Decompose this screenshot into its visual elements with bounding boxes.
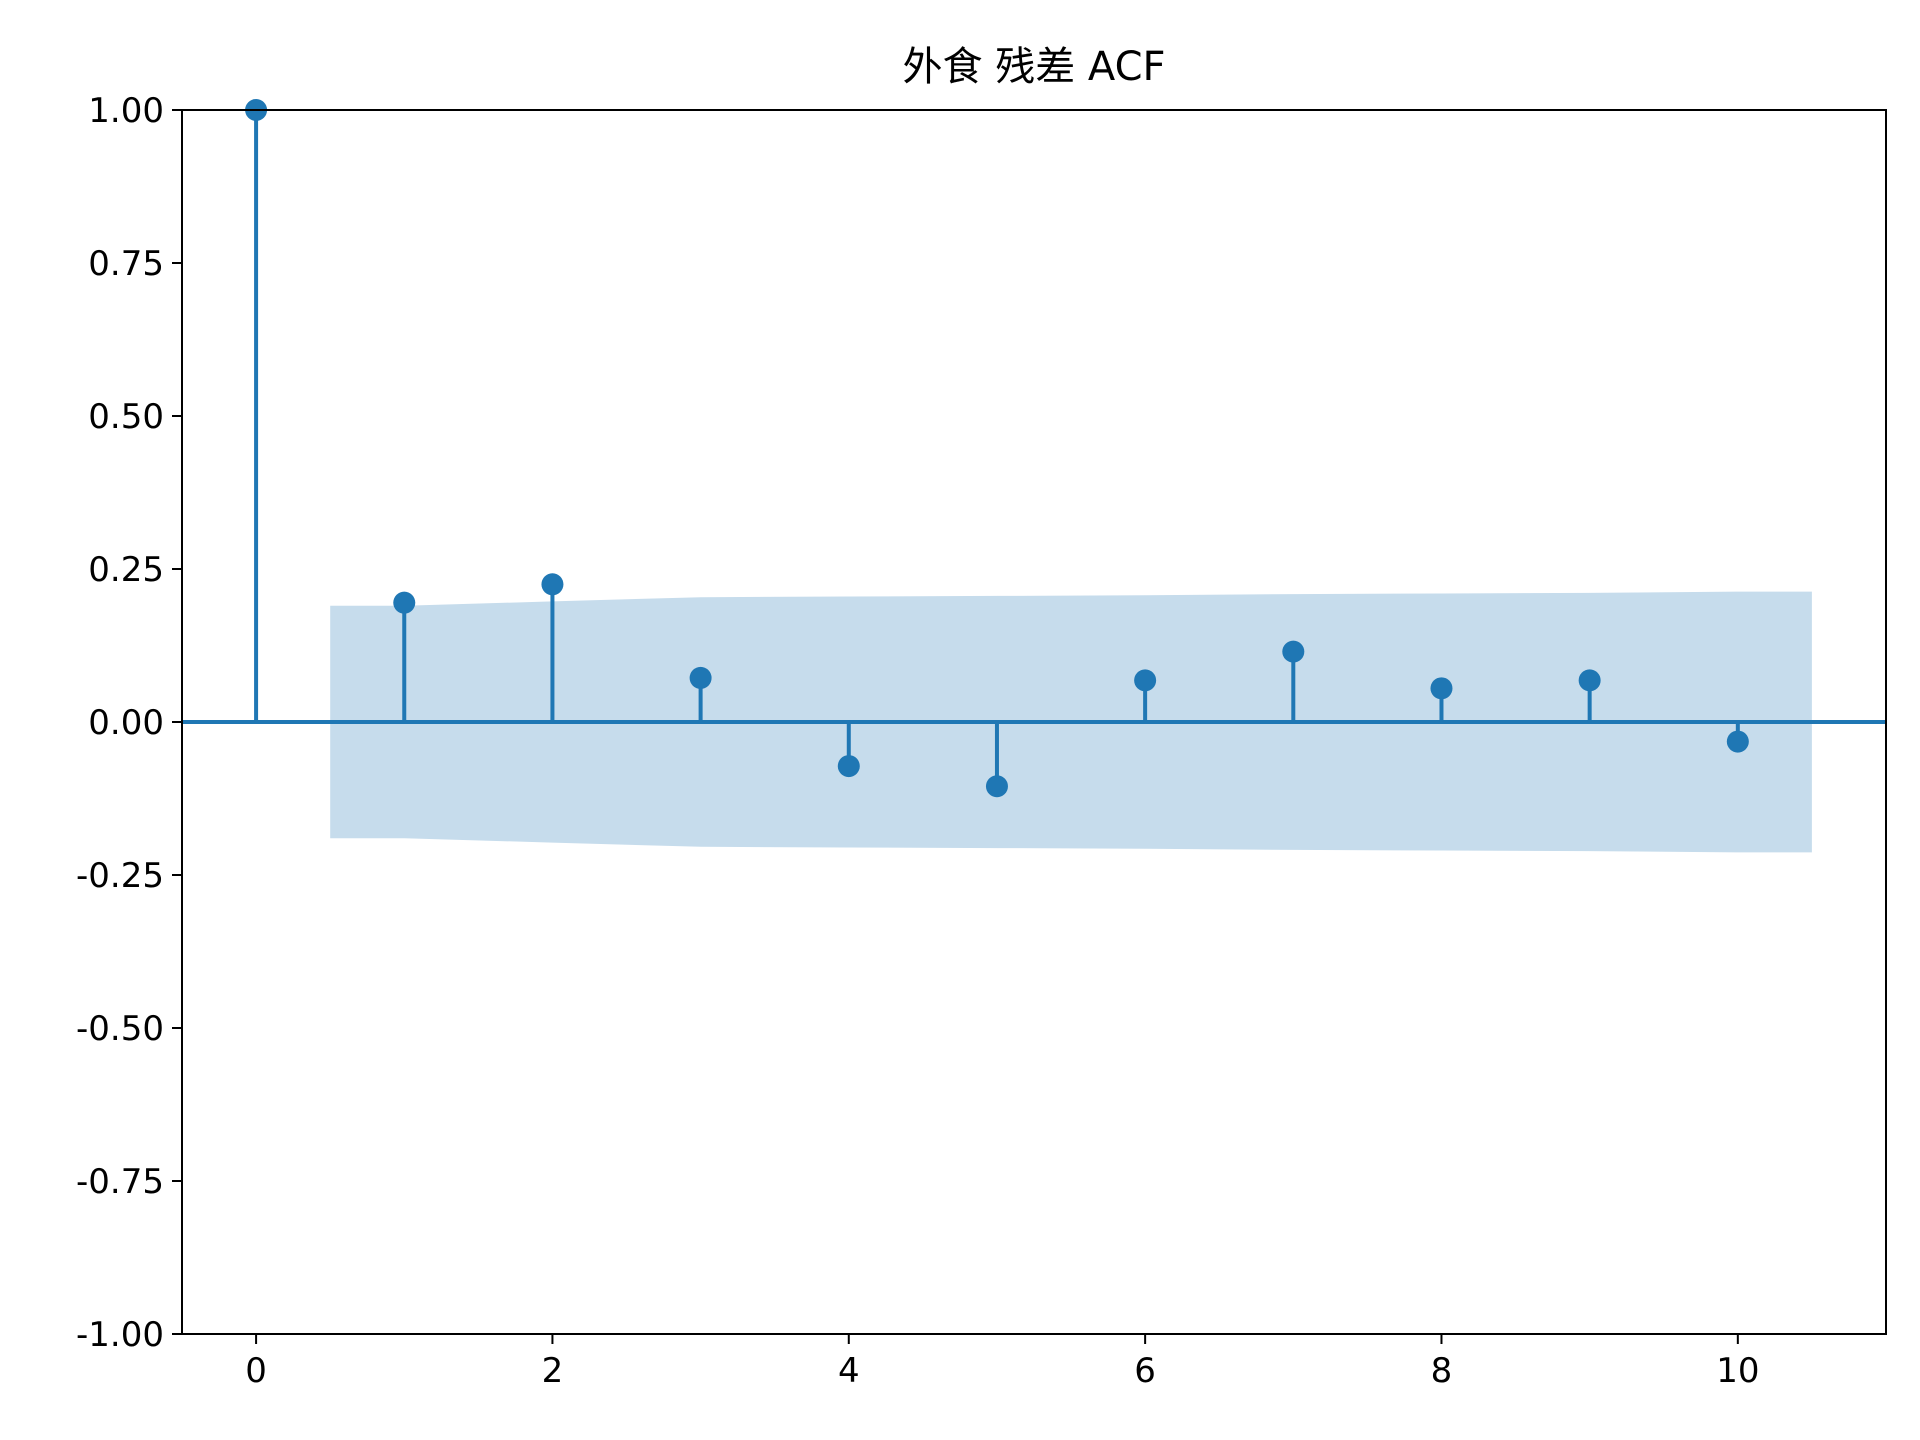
y-tick-label: -0.50 [76,1009,164,1049]
x-tick-label: 6 [1134,1351,1156,1391]
y-tick-label: 0.00 [88,703,164,743]
stem-marker-lag-7 [1282,640,1305,663]
stem-marker-lag-3 [689,666,712,689]
stem-marker-lag-9 [1578,669,1601,692]
stem-marker-lag-5 [985,775,1008,798]
x-tick-label: 0 [245,1351,267,1391]
chart-title: 外食 残差 ACF [902,44,1165,90]
y-tick-label: 0.50 [88,397,164,437]
y-tick-label: -0.25 [76,856,164,896]
x-tick-label: 8 [1431,1351,1453,1391]
axes: -1.00 -0.75 -0.50 -0.25 0.00 0.25 0.50 0.75 1.00… [76,91,1887,1391]
x-tick-label: 2 [542,1351,564,1391]
stem-layer [245,99,1749,798]
y-tick-label: 0.75 [88,244,164,284]
y-tick-label: -1.00 [76,1315,164,1355]
x-tick-label: 4 [838,1351,860,1391]
stem-marker-lag-1 [393,591,416,614]
stem-marker-lag-2 [541,573,564,596]
stem-marker-lag-4 [837,755,860,778]
x-tick-label: 10 [1716,1351,1759,1391]
stem-marker-lag-6 [1134,669,1157,692]
y-tick-label: 1.00 [88,91,164,131]
y-tick-label: -0.75 [76,1162,164,1202]
stem-marker-lag-8 [1430,677,1453,700]
stem-marker-lag-10 [1726,730,1749,753]
y-tick-label: 0.25 [88,550,164,590]
